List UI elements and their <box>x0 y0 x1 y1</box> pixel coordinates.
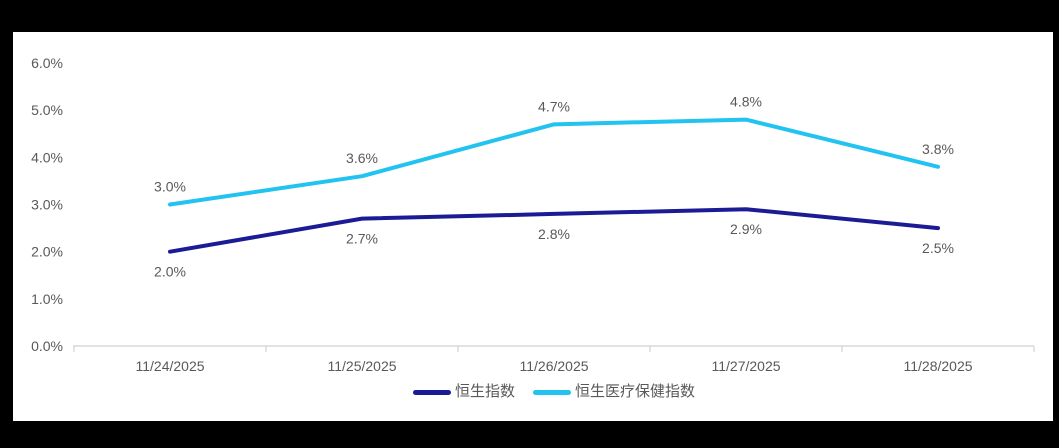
legend-line-swatch-hang-seng-healthcare-index <box>533 389 571 395</box>
x-axis-category-label: 11/28/2025 <box>903 358 972 374</box>
data-label-series-1: 3.8% <box>922 141 954 157</box>
legend-label-hang-seng-healthcare-index: 恒生医疗保健指数 <box>575 384 696 400</box>
legend: 恒生指数 恒生医疗保健指数 <box>74 381 1034 403</box>
data-label-series-1: 3.0% <box>154 179 186 195</box>
chart-card: 0.0% 1.0% 2.0% 3.0% 4.0% 5.0% 6.0% 11/24/2025 11… <box>13 32 1053 421</box>
legend-item-hang-seng-healthcare-index: 恒生医疗保健指数 <box>533 383 695 401</box>
y-axis-tick-label: 6.0% <box>31 55 63 71</box>
legend-line-swatch-hang-seng-index <box>412 389 451 395</box>
x-axis-category-label: 11/24/2025 <box>135 358 204 374</box>
series-line-1 <box>168 117 940 207</box>
data-label-series-1: 3.6% <box>346 150 378 166</box>
data-label-series-1: 4.8% <box>730 94 762 110</box>
data-label-series-0: 2.8% <box>538 226 570 242</box>
y-axis-tick-label: 3.0% <box>31 197 63 213</box>
data-label-series-0: 2.5% <box>922 240 954 256</box>
data-label-series-0: 2.9% <box>730 221 762 237</box>
legend-item-hang-seng-index: 恒生指数 <box>412 383 515 401</box>
data-label-series-1: 4.7% <box>538 98 570 114</box>
x-axis-category-label: 11/27/2025 <box>711 358 780 374</box>
data-label-series-0: 2.7% <box>346 231 378 247</box>
x-axis-category-label: 11/25/2025 <box>327 358 396 374</box>
y-axis-tick-label: 5.0% <box>31 102 63 118</box>
y-axis-tick-label: 1.0% <box>31 291 63 307</box>
legend-label-hang-seng-index: 恒生指数 <box>454 384 515 400</box>
x-axis-category-label: 11/26/2025 <box>519 358 588 374</box>
data-label-series-0: 2.0% <box>154 264 186 280</box>
y-axis-tick-label: 0.0% <box>31 338 63 354</box>
y-axis-tick-label: 2.0% <box>31 244 63 260</box>
line-chart-plot: 0.0% 1.0% 2.0% 3.0% 4.0% 5.0% 6.0% 11/24/2025 11… <box>31 55 1035 374</box>
series-line-0 <box>168 207 940 254</box>
y-axis-tick-label: 4.0% <box>31 149 63 165</box>
